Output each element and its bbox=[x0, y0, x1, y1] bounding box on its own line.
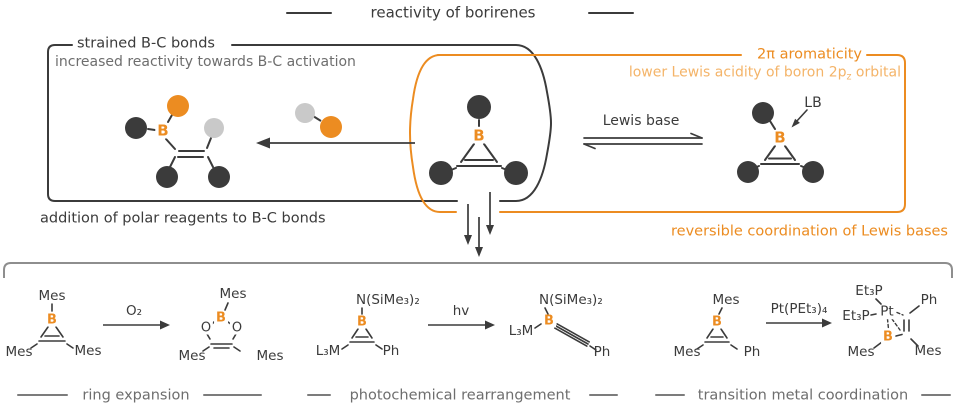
dark-ball bbox=[802, 161, 824, 183]
boron-label: B bbox=[155, 121, 171, 140]
boron-label: B bbox=[710, 314, 724, 330]
metal-coordination-label: transition metal coordination bbox=[697, 387, 909, 404]
platinum-complex-bonds bbox=[870, 298, 920, 349]
dark-ball bbox=[125, 117, 147, 139]
orange-ball bbox=[320, 116, 342, 138]
ring-expansion-reactant-bonds bbox=[30, 303, 74, 349]
central-borirene-structure bbox=[429, 95, 528, 185]
dark-ball bbox=[467, 95, 491, 119]
photochemical-product-bonds bbox=[534, 307, 597, 351]
oxygen-label: O bbox=[229, 320, 245, 336]
dark-ball bbox=[504, 161, 528, 185]
reagent-label-pt: Pt(PEt₃)₄ bbox=[770, 301, 828, 318]
mes-label: Mes bbox=[219, 286, 247, 303]
dark-ball bbox=[429, 161, 453, 185]
phenyl-label: Ph bbox=[593, 344, 611, 361]
ring-expansion-arrow bbox=[103, 320, 170, 330]
addition-reaction-arrow bbox=[256, 137, 415, 149]
aromaticity-subtitle: lower Lewis acidity of boron 2pz orbital bbox=[629, 65, 901, 84]
boron-label: B bbox=[45, 312, 59, 328]
aromaticity-subtitle-subscript: z bbox=[846, 71, 852, 83]
mes-label: Mes bbox=[38, 288, 66, 305]
lb-attack-arrow bbox=[791, 109, 808, 128]
boron-label: B bbox=[542, 313, 556, 329]
metal-fragment-label: L₃M bbox=[315, 343, 341, 360]
mes-label: Mes bbox=[256, 348, 284, 365]
pt-coordination-dashed-bonds bbox=[886, 311, 904, 331]
dark-ball bbox=[737, 161, 759, 183]
strained-subtitle: increased reactivity towards B-C activat… bbox=[55, 53, 356, 70]
reagent-label-hv: hv bbox=[452, 303, 470, 320]
strained-caption: addition of polar reagents to B-C bonds bbox=[40, 210, 326, 227]
boron-label: B bbox=[355, 314, 369, 330]
boron-label: B bbox=[214, 310, 228, 326]
dark-ball bbox=[752, 102, 774, 124]
amide-label: N(SiMe₃)₂ bbox=[539, 292, 603, 309]
boron-label: B bbox=[471, 126, 487, 145]
phosphine-label: Et₃P bbox=[855, 283, 883, 300]
dark-ball bbox=[208, 166, 230, 188]
photochemical-arrow bbox=[428, 320, 495, 330]
strained-box-outline bbox=[47, 44, 553, 202]
boron-label: B bbox=[772, 128, 788, 147]
aromaticity-box-outline bbox=[408, 54, 906, 213]
amide-label: N(SiMe₃)₂ bbox=[356, 292, 420, 309]
boron-label: B bbox=[881, 329, 895, 345]
equilibrium-arrows bbox=[583, 132, 703, 150]
gray-ball bbox=[204, 118, 224, 138]
metal-coordination-arrow bbox=[766, 318, 832, 328]
phenyl-label: Ph bbox=[743, 344, 761, 361]
mes-label: Mes bbox=[178, 348, 206, 365]
phosphine-label: Et₃P bbox=[842, 308, 870, 325]
phenyl-label: Ph bbox=[382, 343, 400, 360]
photochemical-reactant-bonds bbox=[341, 307, 383, 350]
photochemical-label: photochemical rearrangement bbox=[349, 387, 571, 404]
platinum-label: Pt bbox=[878, 303, 896, 320]
phenyl-label: Ph bbox=[920, 292, 938, 309]
reagent-label-o2: O₂ bbox=[125, 303, 143, 320]
lewis-base-abbrev-label: LB bbox=[804, 94, 822, 111]
ring-expansion-label: ring expansion bbox=[82, 387, 190, 404]
mes-label: Mes bbox=[914, 343, 942, 360]
mes-label: Mes bbox=[847, 344, 875, 361]
aromaticity-subtitle-pre: lower Lewis acidity of boron 2p bbox=[628, 64, 847, 81]
mes-label: Mes bbox=[5, 344, 33, 361]
strained-title: strained B-C bonds bbox=[77, 35, 215, 52]
equilibrium-label: Lewis base bbox=[602, 112, 680, 129]
polar-reagent-structure bbox=[295, 103, 342, 138]
bottom-section-bracket bbox=[3, 262, 953, 278]
oxygen-label: O bbox=[198, 320, 214, 336]
orange-ball bbox=[167, 95, 189, 117]
mes-label: Mes bbox=[712, 292, 740, 309]
gray-ball bbox=[295, 103, 315, 123]
addition-product-structure bbox=[125, 95, 230, 188]
mes-label: Mes bbox=[74, 343, 102, 360]
aromaticity-subtitle-post: orbital bbox=[851, 64, 901, 81]
lewis-base-adduct-structure bbox=[737, 102, 824, 183]
page-title: reactivity of borirenes bbox=[370, 3, 536, 22]
aromaticity-caption: reversible coordination of Lewis bases bbox=[671, 223, 948, 240]
metal-fragment-label: L₃M bbox=[508, 323, 534, 340]
metal-reactant-bonds bbox=[696, 307, 738, 350]
downward-arrows bbox=[464, 192, 494, 257]
dark-ball bbox=[156, 166, 178, 188]
mes-label: Mes bbox=[673, 344, 701, 361]
aromaticity-title: 2π aromaticity bbox=[757, 46, 862, 63]
